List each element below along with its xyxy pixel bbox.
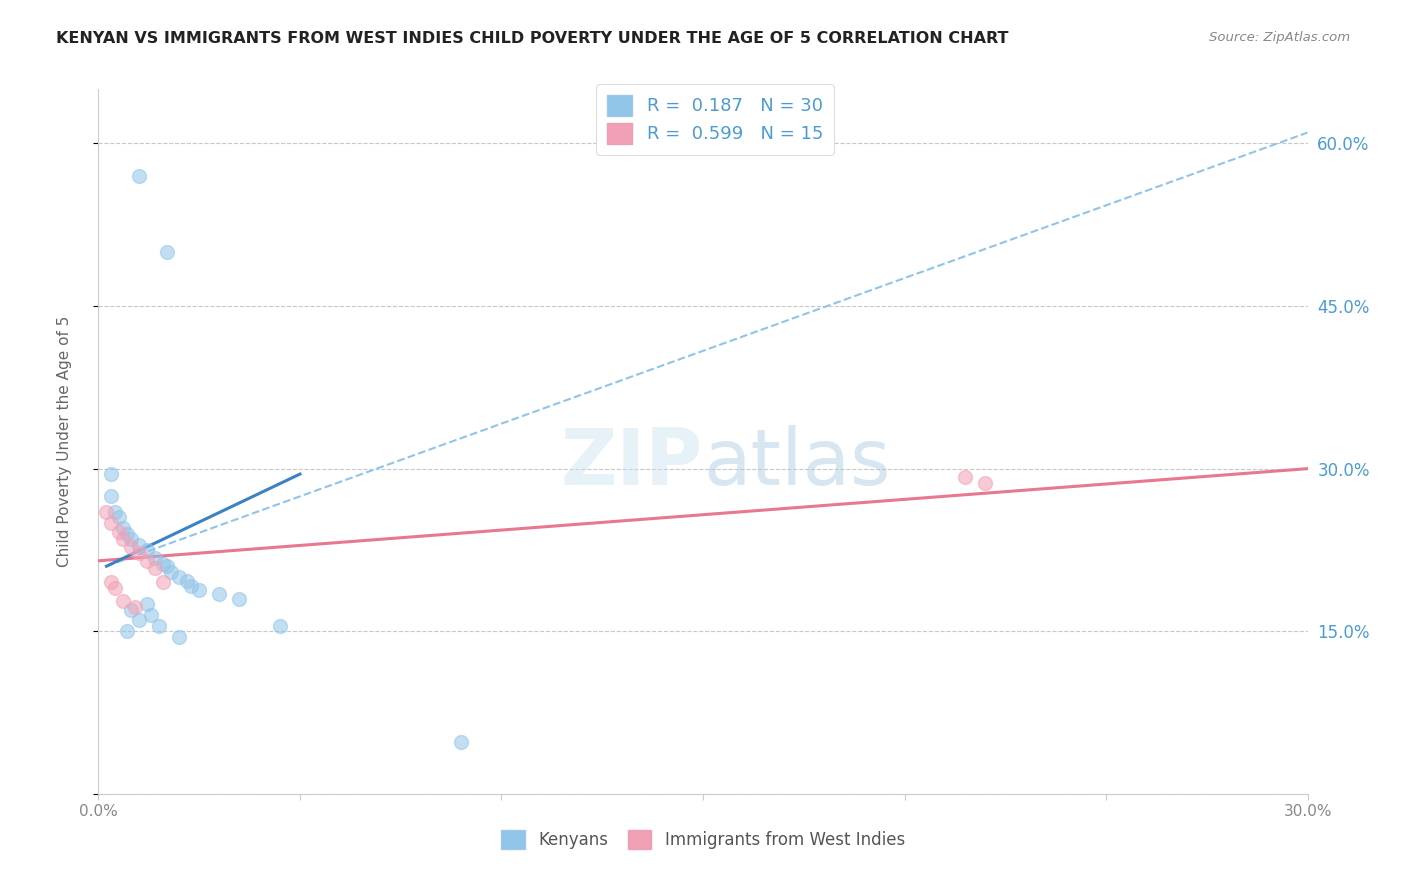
Point [111, 532, 134, 546]
Point [160, 565, 183, 579]
Text: atlas: atlas [703, 425, 890, 500]
Point [139, 607, 162, 622]
Point [135, 597, 157, 611]
Point [103, 505, 125, 519]
Point [128, 169, 150, 183]
Point [974, 475, 997, 490]
Point [111, 521, 134, 535]
Point [450, 735, 472, 749]
Point [135, 543, 157, 558]
Y-axis label: Child Poverty Under the Age of 5: Child Poverty Under the Age of 5 [58, 316, 72, 567]
Point [96, 505, 118, 519]
Point [128, 614, 150, 628]
Point [953, 470, 976, 484]
Point [188, 583, 211, 598]
Point [167, 630, 190, 644]
Point [124, 600, 146, 615]
Point [100, 575, 122, 590]
Point [208, 587, 231, 601]
Point [107, 510, 129, 524]
Point [228, 591, 250, 606]
Point [143, 550, 166, 565]
Point [152, 575, 174, 590]
Point [128, 537, 150, 551]
Point [156, 244, 179, 259]
Point [111, 594, 134, 608]
Point [148, 619, 170, 633]
Point [120, 532, 142, 546]
Point [269, 619, 291, 633]
Point [120, 602, 142, 616]
Point [115, 526, 138, 541]
Point [100, 489, 122, 503]
Point [100, 516, 122, 530]
Legend: Kenyans, Immigrants from West Indies: Kenyans, Immigrants from West Indies [495, 823, 911, 856]
Point [176, 574, 198, 589]
Point [135, 554, 157, 568]
Text: Source: ZipAtlas.com: Source: ZipAtlas.com [1209, 31, 1350, 45]
Point [120, 540, 142, 554]
Text: ZIP: ZIP [561, 425, 703, 500]
Text: KENYAN VS IMMIGRANTS FROM WEST INDIES CHILD POVERTY UNDER THE AGE OF 5 CORRELATI: KENYAN VS IMMIGRANTS FROM WEST INDIES CH… [56, 31, 1008, 46]
Point [128, 546, 150, 560]
Point [167, 570, 190, 584]
Point [152, 557, 174, 571]
Point [156, 559, 179, 574]
Point [115, 624, 138, 639]
Point [100, 467, 122, 481]
Point [107, 524, 129, 539]
Point [143, 561, 166, 575]
Point [103, 581, 125, 595]
Point [180, 579, 202, 593]
